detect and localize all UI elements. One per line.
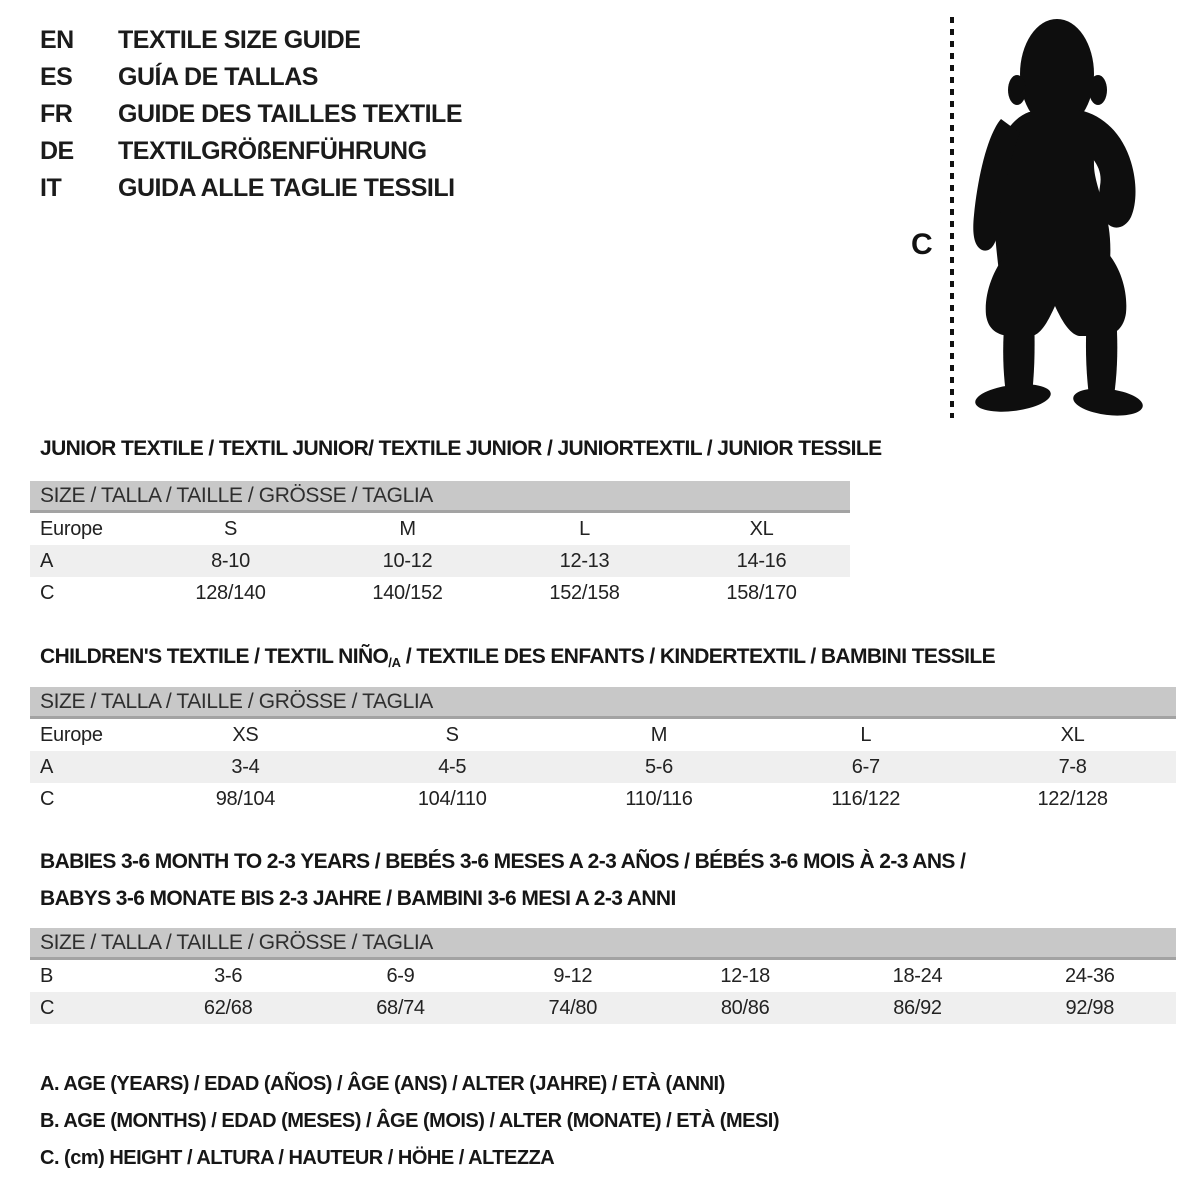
age-cell: 3-6 <box>214 964 243 987</box>
row-label: A <box>40 755 54 778</box>
table-row-height-cm: C 128/140 140/152 152/158 158/170 <box>30 577 850 609</box>
row-label: Europe <box>40 723 103 746</box>
height-cell: 116/122 <box>831 787 901 810</box>
height-cell: 122/128 <box>1037 787 1108 810</box>
guide-title-fr: GUIDE DES TAILLES TEXTILE <box>118 100 463 128</box>
language-row-it: IT GUIDA ALLE TAGLIE TESSILI <box>40 170 462 207</box>
size-cell: L <box>860 723 872 746</box>
guide-title-it: GUIDA ALLE TAGLIE TESSILI <box>118 174 455 202</box>
table-row-height-cm: C 98/104 104/110 110/116 116/122 122/128 <box>30 783 1176 815</box>
size-cell: XL <box>749 517 774 540</box>
table-row-europe: Europe S M L XL <box>30 513 850 545</box>
guide-title-de: TEXTILGRÖßENFÜHRUNG <box>118 137 427 165</box>
row-label: Europe <box>40 517 103 540</box>
language-code: DE <box>40 137 74 165</box>
age-cell: 12-13 <box>559 549 610 572</box>
row-label: B <box>40 964 54 987</box>
height-cell: 158/170 <box>726 581 797 604</box>
title-line-1: BABIES 3-6 MONTH TO 2-3 YEARS / BEBÉS 3-… <box>40 850 966 873</box>
size-cell: S <box>445 723 459 746</box>
guide-title-es: GUÍA DE TALLAS <box>118 63 318 91</box>
age-cell: 24-36 <box>1064 964 1115 987</box>
age-cell: 10-12 <box>382 549 433 572</box>
junior-textile-title: JUNIOR TEXTILE / TEXTIL JUNIOR/ TEXTILE … <box>40 437 882 460</box>
language-row-fr: FR GUIDE DES TAILLES TEXTILE <box>40 96 463 133</box>
age-cell: 18-24 <box>892 964 943 987</box>
title-subscript: /A <box>388 655 401 670</box>
legend-age-months: B. AGE (MONTHS) / EDAD (MESES) / ÂGE (MO… <box>40 1110 780 1132</box>
childrens-textile-title: CHILDREN'S TEXTILE / TEXTIL NIÑO/A / TEX… <box>40 645 996 670</box>
row-label: C <box>40 996 55 1019</box>
height-cell: 140/152 <box>372 581 443 604</box>
height-cell: 104/110 <box>417 787 487 810</box>
age-cell: 5-6 <box>644 755 673 778</box>
language-code: FR <box>40 100 73 128</box>
age-cell: 8-10 <box>211 549 250 572</box>
language-title-list: EN TEXTILE SIZE GUIDE ES GUÍA DE TALLAS … <box>40 22 463 207</box>
size-cell: L <box>579 517 590 540</box>
size-header: SIZE / TALLA / TAILLE / GRÖSSE / TAGLIA <box>30 928 1176 960</box>
height-cell: 74/80 <box>548 996 598 1019</box>
language-code: IT <box>40 174 62 202</box>
height-cell: 98/104 <box>215 787 276 810</box>
age-cell: 4-5 <box>438 755 467 778</box>
childrens-textile-table: SIZE / TALLA / TAILLE / GRÖSSE / TAGLIA … <box>30 687 1176 815</box>
age-cell: 14-16 <box>736 549 787 572</box>
size-cell: M <box>399 517 416 540</box>
height-cell: 92/98 <box>1065 996 1115 1019</box>
size-cell: S <box>223 517 238 540</box>
language-row-en: EN TEXTILE SIZE GUIDE <box>40 22 462 59</box>
title-line-2: BABYS 3-6 MONATE BIS 2-3 JAHRE / BAMBINI… <box>40 887 676 910</box>
table-row-europe: Europe XS S M L XL <box>30 719 1176 751</box>
babies-textile-title: BABIES 3-6 MONTH TO 2-3 YEARS / BEBÉS 3-… <box>40 843 966 917</box>
baby-silhouette-icon <box>973 19 1143 416</box>
title-part: / TEXTILE DES ENFANTS / KINDERTEXTIL / B… <box>400 645 996 668</box>
size-header: SIZE / TALLA / TAILLE / GRÖSSE / TAGLIA <box>30 481 850 513</box>
age-cell: 3-4 <box>231 755 260 778</box>
language-row-es: ES GUÍA DE TALLAS <box>40 59 462 96</box>
baby-silhouette-figure: C <box>905 12 1197 424</box>
language-code: ES <box>40 63 73 91</box>
junior-textile-table: SIZE / TALLA / TAILLE / GRÖSSE / TAGLIA … <box>30 481 850 609</box>
height-cell: 110/116 <box>625 787 693 810</box>
height-cell: 68/74 <box>376 996 425 1019</box>
table-row-age-years: A 8-10 10-12 12-13 14-16 <box>30 545 850 577</box>
height-measure-label: C <box>911 228 933 261</box>
babies-textile-table: SIZE / TALLA / TAILLE / GRÖSSE / TAGLIA … <box>30 928 1176 1024</box>
guide-title-en: TEXTILE SIZE GUIDE <box>118 26 361 54</box>
table-row-age-months: B 3-6 6-9 9-12 12-18 18-24 24-36 <box>30 960 1176 992</box>
row-label: A <box>40 549 54 572</box>
height-cell: 80/86 <box>720 996 770 1019</box>
table-row-age-years: A 3-4 4-5 5-6 6-7 7-8 <box>30 751 1176 783</box>
legend: A. AGE (YEARS) / EDAD (AÑOS) / ÂGE (ANS)… <box>40 1066 780 1177</box>
age-cell: 9-12 <box>553 964 593 987</box>
title-part: CHILDREN'S TEXTILE / TEXTIL NIÑO <box>40 645 389 668</box>
legend-height-cm: C. (cm) HEIGHT / ALTURA / HAUTEUR / HÖHE… <box>40 1147 555 1169</box>
row-label: C <box>40 787 55 810</box>
age-cell: 6-9 <box>386 964 415 987</box>
height-cell: 128/140 <box>195 581 266 604</box>
height-cell: 62/68 <box>203 996 253 1019</box>
size-cell: M <box>650 723 668 746</box>
age-cell: 7-8 <box>1058 755 1087 778</box>
size-header: SIZE / TALLA / TAILLE / GRÖSSE / TAGLIA <box>30 687 1176 719</box>
row-label: C <box>40 581 55 604</box>
height-cell: 152/158 <box>549 581 620 604</box>
age-cell: 12-18 <box>720 964 770 987</box>
legend-age-years: A. AGE (YEARS) / EDAD (AÑOS) / ÂGE (ANS)… <box>40 1073 725 1095</box>
age-cell: 6-7 <box>851 755 880 778</box>
size-cell: XS <box>232 723 259 746</box>
language-code: EN <box>40 26 74 54</box>
table-row-height-cm: C 62/68 68/74 74/80 80/86 86/92 92/98 <box>30 992 1176 1024</box>
height-cell: 86/92 <box>893 996 942 1019</box>
size-cell: XL <box>1060 723 1085 746</box>
language-row-de: DE TEXTILGRÖßENFÜHRUNG <box>40 133 462 170</box>
